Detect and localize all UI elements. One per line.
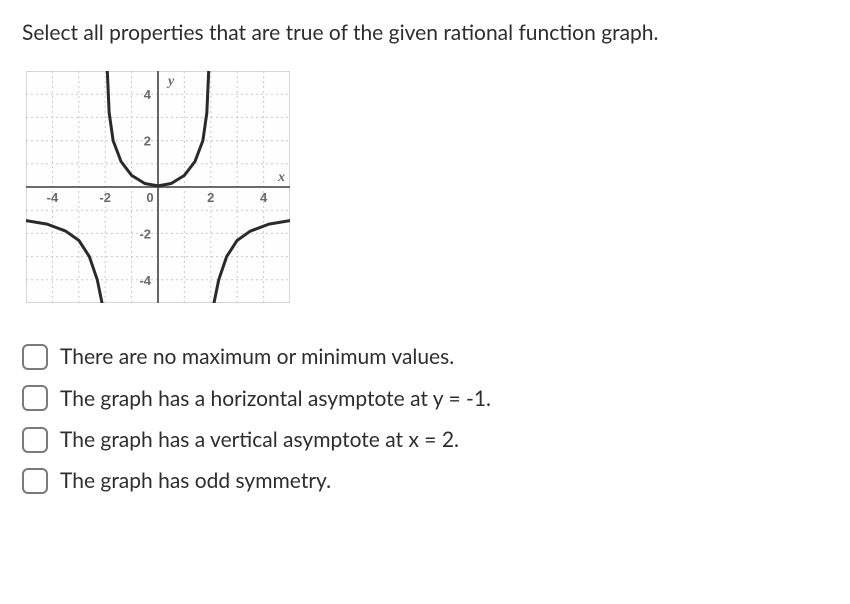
svg-text:4: 4	[144, 88, 152, 103]
option-row: The graph has a vertical asymptote at x …	[22, 426, 828, 453]
option-label: There are no maximum or minimum values.	[60, 343, 454, 370]
svg-text:-4: -4	[47, 190, 59, 205]
function-graph: -4-2024-4-224xy	[26, 71, 290, 303]
svg-text:x: x	[277, 170, 285, 185]
svg-text:-4: -4	[139, 273, 151, 288]
option-row: There are no maximum or minimum values.	[22, 343, 828, 370]
svg-text:2: 2	[207, 190, 214, 205]
option-row: The graph has a horizontal asymptote at …	[22, 385, 828, 412]
option-label: The graph has odd symmetry.	[60, 467, 331, 494]
graph-container: -4-2024-4-224xy	[26, 71, 828, 307]
option-label: The graph has a vertical asymptote at x …	[60, 426, 459, 453]
svg-text:-2: -2	[139, 227, 151, 242]
option-label: The graph has a horizontal asymptote at …	[60, 385, 491, 412]
checkbox-option-3[interactable]	[22, 427, 48, 453]
checkbox-option-2[interactable]	[22, 385, 48, 411]
options-list: There are no maximum or minimum values. …	[22, 343, 828, 494]
svg-text:0: 0	[146, 190, 153, 205]
svg-text:2: 2	[144, 134, 151, 149]
checkbox-option-1[interactable]	[22, 344, 48, 370]
svg-text:-2: -2	[99, 190, 111, 205]
question-text: Select all properties that are true of t…	[22, 18, 828, 47]
svg-text:4: 4	[260, 190, 268, 205]
checkbox-option-4[interactable]	[22, 468, 48, 494]
option-row: The graph has odd symmetry.	[22, 467, 828, 494]
svg-text:y: y	[166, 74, 175, 89]
